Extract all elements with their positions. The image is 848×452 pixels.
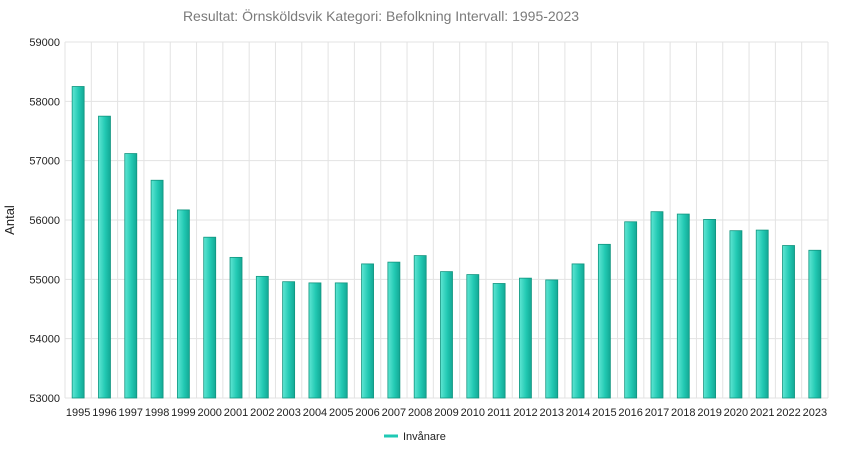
bar-2019[interactable] bbox=[703, 219, 717, 399]
bar-2016[interactable] bbox=[624, 221, 638, 399]
y-tick-label: 58000 bbox=[29, 96, 60, 108]
x-tick-label: 2020 bbox=[724, 407, 748, 419]
bar-1999[interactable] bbox=[176, 209, 190, 399]
bar-2006[interactable] bbox=[361, 263, 374, 399]
x-tick-label: 2004 bbox=[303, 407, 327, 419]
bar-2010[interactable] bbox=[466, 274, 480, 399]
x-tick-label: 1997 bbox=[119, 407, 143, 419]
x-tick-label: 2015 bbox=[592, 407, 616, 419]
y-axis-label: Antal bbox=[2, 205, 17, 235]
x-tick-label: 2003 bbox=[276, 407, 300, 419]
x-tick-label: 2017 bbox=[645, 407, 669, 419]
bar-2004[interactable] bbox=[308, 282, 322, 399]
y-tick-label: 57000 bbox=[29, 156, 60, 168]
bar-2008[interactable] bbox=[413, 255, 427, 399]
bar-1998[interactable] bbox=[150, 179, 164, 399]
x-tick-label: 2013 bbox=[539, 407, 563, 419]
x-tick-label: 2001 bbox=[224, 407, 248, 419]
x-tick-label: 2010 bbox=[461, 407, 485, 419]
x-tick-label: 2002 bbox=[250, 407, 274, 419]
legend[interactable]: Invånare bbox=[384, 431, 446, 443]
y-tick-label: 55000 bbox=[29, 274, 60, 286]
x-tick-label: 1995 bbox=[66, 407, 90, 419]
y-tick-label: 53000 bbox=[29, 393, 60, 405]
bar-2023[interactable] bbox=[808, 249, 822, 399]
bar-2003[interactable] bbox=[282, 281, 296, 399]
x-tick-label: 2007 bbox=[382, 407, 406, 419]
x-tick-label: 2023 bbox=[803, 407, 827, 419]
x-tick-label: 2016 bbox=[618, 407, 642, 419]
bar-2013[interactable] bbox=[545, 279, 559, 399]
bar-2005[interactable] bbox=[334, 282, 348, 399]
x-tick-label: 2012 bbox=[513, 407, 537, 419]
chart-title: Resultat: Örnsköldsvik Kategori: Befolkn… bbox=[183, 7, 579, 24]
bar-1996[interactable] bbox=[98, 115, 111, 399]
x-tick-label: 2014 bbox=[566, 407, 590, 419]
x-axis-ticks: 1995 1996 1997 1998 1999 2000 2001 2002 2003 2004… bbox=[66, 407, 827, 419]
y-tick-label: 59000 bbox=[29, 37, 60, 49]
x-tick-label: 2022 bbox=[776, 407, 800, 419]
x-tick-label: 1998 bbox=[145, 407, 169, 419]
bar-2012[interactable] bbox=[519, 277, 532, 399]
x-tick-label: 2009 bbox=[434, 407, 458, 419]
x-tick-label: 1999 bbox=[171, 407, 195, 419]
bar-2000[interactable] bbox=[203, 236, 217, 399]
bar-2018[interactable] bbox=[676, 213, 690, 399]
bar-2001[interactable] bbox=[229, 256, 243, 399]
bar-1995[interactable] bbox=[71, 86, 85, 399]
x-tick-label: 2005 bbox=[329, 407, 353, 419]
legend-label: Invånare bbox=[403, 431, 446, 443]
x-tick-label: 2008 bbox=[408, 407, 432, 419]
y-axis-ticks: 53000 54000 55000 56000 57000 58000 59000 bbox=[29, 37, 60, 405]
y-tick-label: 54000 bbox=[29, 334, 60, 346]
bar-2020[interactable] bbox=[729, 230, 743, 399]
bar-2014[interactable] bbox=[571, 263, 585, 399]
x-tick-label: 2011 bbox=[487, 407, 511, 419]
bars bbox=[71, 86, 822, 399]
x-tick-label: 2019 bbox=[697, 407, 721, 419]
bar-2002[interactable] bbox=[255, 275, 269, 399]
bar-2007[interactable] bbox=[387, 261, 401, 399]
bar-2017[interactable] bbox=[650, 211, 664, 399]
grid bbox=[64, 41, 829, 399]
bar-2011[interactable] bbox=[492, 283, 506, 399]
bar-2009[interactable] bbox=[440, 271, 453, 399]
bar-2022[interactable] bbox=[782, 245, 795, 399]
x-tick-label: 2006 bbox=[355, 407, 379, 419]
bar-1997[interactable] bbox=[124, 153, 138, 399]
x-tick-label: 2000 bbox=[197, 407, 221, 419]
x-tick-label: 2018 bbox=[671, 407, 695, 419]
bar-2015[interactable] bbox=[597, 243, 611, 399]
bar-2021[interactable] bbox=[755, 229, 769, 399]
x-tick-label: 2021 bbox=[750, 407, 774, 419]
x-tick-label: 1996 bbox=[92, 407, 116, 419]
y-tick-label: 56000 bbox=[29, 215, 60, 227]
